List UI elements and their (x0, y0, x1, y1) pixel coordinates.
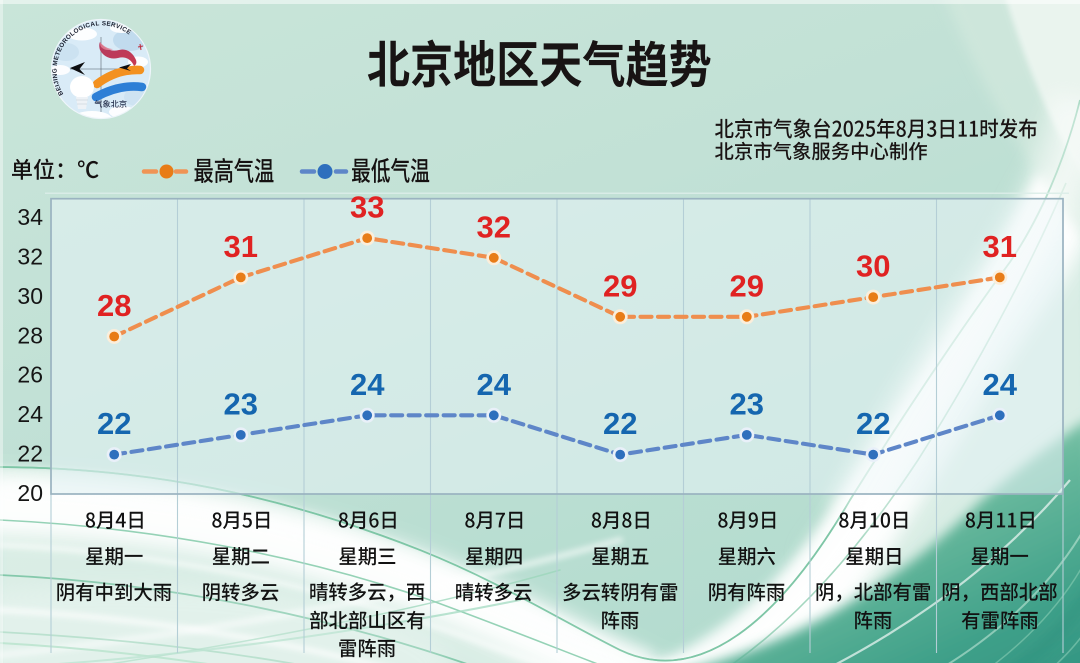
svg-text:30: 30 (17, 283, 43, 309)
svg-text:24: 24 (17, 401, 43, 427)
svg-text:22: 22 (17, 440, 43, 466)
svg-text:31: 31 (983, 229, 1017, 264)
svg-text:22: 22 (603, 406, 637, 441)
svg-text:20: 20 (17, 480, 43, 506)
svg-text:26: 26 (17, 362, 43, 388)
svg-text:22: 22 (856, 406, 890, 441)
svg-text:23: 23 (730, 386, 764, 421)
svg-text:31: 31 (224, 229, 258, 264)
svg-text:34: 34 (17, 204, 43, 230)
svg-text:24: 24 (350, 367, 385, 402)
svg-text:32: 32 (17, 244, 43, 270)
svg-text:24: 24 (477, 367, 512, 402)
svg-text:29: 29 (730, 268, 764, 303)
svg-text:22: 22 (97, 406, 131, 441)
svg-text:32: 32 (477, 209, 511, 244)
svg-text:29: 29 (603, 268, 637, 303)
svg-text:28: 28 (97, 288, 131, 323)
svg-text:33: 33 (350, 190, 384, 225)
svg-text:30: 30 (856, 249, 890, 284)
svg-text:23: 23 (224, 386, 258, 421)
svg-text:28: 28 (17, 322, 43, 348)
svg-text:24: 24 (983, 367, 1018, 402)
